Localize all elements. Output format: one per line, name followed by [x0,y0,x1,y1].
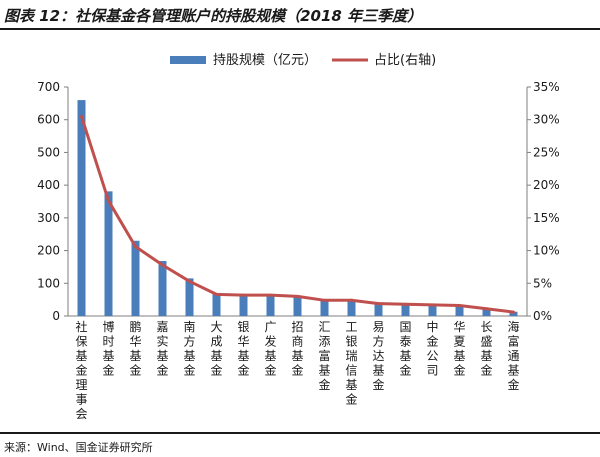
right-tick-label: 15% [533,211,560,225]
category-label: 博时基金 [102,319,114,378]
category-label: 嘉实基金 [156,320,168,378]
right-tick-label: 25% [533,145,560,159]
line-point [296,294,299,298]
line-point [431,303,434,307]
bar [239,295,248,316]
line-point [485,307,488,311]
line-point [107,199,110,203]
bar [104,191,113,316]
legend-line-label: 占比(右轴) [374,53,436,68]
category-label: 国泰基金 [399,320,411,378]
category-label: 招商基金 [291,320,303,378]
right-tick-label: 0% [533,309,552,323]
share-line [80,115,514,314]
line-point [377,302,380,306]
category-label: 长盛基金 [480,320,492,378]
line-point [134,245,137,249]
bar [293,296,302,316]
legend-bar-swatch [170,56,206,64]
left-tick-label: 200 [37,244,60,258]
left-tick-label: 100 [37,276,60,290]
line-point [404,302,407,306]
left-tick-label: 0 [52,309,60,323]
category-label: 南方基金 [183,319,195,378]
right-tick-label: 35% [533,80,560,94]
line-point [269,293,272,297]
line-point [242,293,245,297]
title-bar: 图表 12：社保基金各管理账户的持股规模（2018 年三季度） [0,0,600,30]
left-tick-label: 500 [37,145,60,159]
bar [266,295,275,316]
bar [374,303,383,316]
line-point [458,304,461,308]
right-tick-label: 10% [533,244,560,258]
footer-bar: 来源：Wind、国金证券研究所 [0,432,600,457]
category-label: 易方达基金 [372,320,384,392]
chart-title: 图表 12：社保基金各管理账户的持股规模（2018 年三季度） [4,7,423,25]
bar [455,305,464,316]
bar [77,100,86,316]
right-tick-label: 5% [533,276,552,290]
category-label: 银华基金 [237,320,249,378]
right-tick-label: 30% [533,113,560,127]
bar [320,300,329,316]
category-label: 海富通基金 [507,319,519,392]
line-point [512,310,515,314]
bar [158,261,167,316]
category-label: 大成基金 [210,320,222,378]
right-tick-label: 20% [533,178,560,192]
bar [401,304,410,316]
line-point [161,263,164,267]
category-label: 广发基金 [264,320,276,378]
category-label: 社保基金理事会 [75,319,87,421]
chart: 0 100 200 300 400 500 600 700 0% 5% 10% 15% 20% 25% 30… [37,53,560,421]
line-point [215,292,218,296]
line-point [188,279,191,283]
category-label: 华夏基金 [453,320,465,378]
line-point [350,298,353,302]
left-tick-label: 400 [37,178,60,192]
bar [482,308,491,316]
legend-bar-label: 持股规模（亿元） [213,53,317,68]
left-tick-label: 700 [37,80,60,94]
bar [428,304,437,316]
left-tick-label: 600 [37,113,60,127]
source-note: 来源：Wind、国金证券研究所 [4,441,153,454]
bar [131,240,140,316]
line-point [323,298,326,302]
bar [212,294,221,316]
category-label: 汇添富基金 [318,320,330,392]
bar [509,311,518,316]
category-label: 鹏华基金 [129,320,141,378]
bar [347,300,356,316]
line-point [80,114,83,118]
category-label: 工银瑞信基金 [345,320,357,407]
left-tick-label: 300 [37,211,60,225]
bar [185,278,194,316]
category-label: 中金公司 [426,319,438,378]
